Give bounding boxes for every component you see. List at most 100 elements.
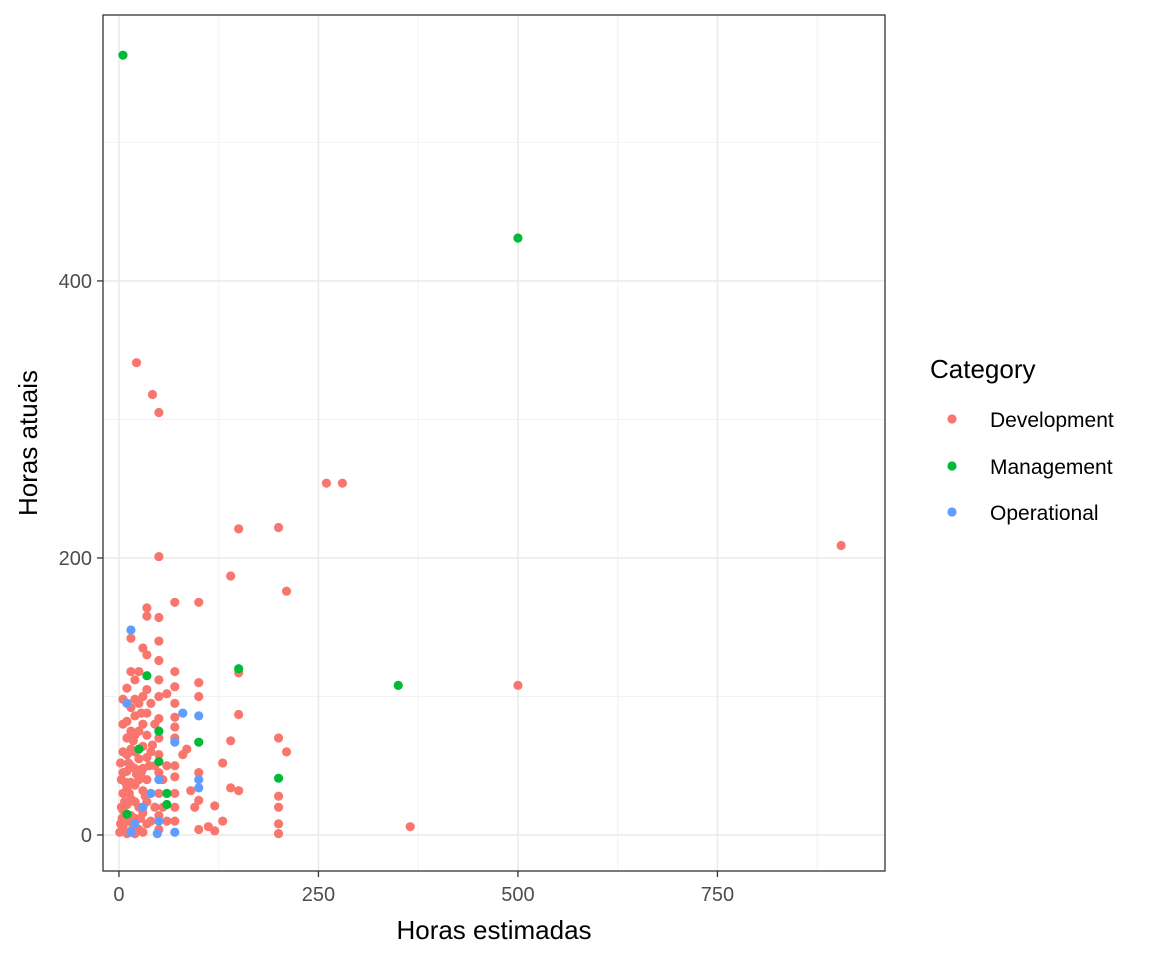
data-point-development-29 (194, 795, 204, 805)
data-point-development-1 (513, 680, 523, 690)
data-point-development-150 (135, 813, 146, 823)
data-point-development-32 (186, 786, 196, 796)
x-tick-label-2: 500 (501, 884, 534, 906)
data-point-development-37 (170, 682, 180, 692)
data-point-development-95 (131, 358, 142, 368)
data-point-development-55 (154, 655, 164, 666)
data-point-development-97 (130, 694, 140, 704)
data-point-development-16 (234, 786, 244, 796)
data-point-operational-13 (122, 698, 132, 709)
data-point-development-21 (218, 816, 228, 826)
data-point-development-62 (154, 788, 164, 799)
data-point-development-5 (281, 586, 292, 596)
data-point-operational-11 (130, 819, 140, 829)
data-point-development-27 (194, 691, 204, 702)
legend: Category Development Management Operationa… (930, 354, 1114, 525)
data-point-development-53 (154, 612, 164, 623)
data-point-development-72 (142, 650, 152, 660)
data-point-development-11 (273, 819, 284, 829)
data-point-development-148 (144, 761, 154, 771)
data-point-management-6 (154, 726, 164, 736)
data-point-development-28 (194, 768, 204, 778)
x-tick-label-3: 750 (701, 884, 734, 906)
data-point-operational-4 (170, 827, 180, 837)
data-point-development-79 (142, 819, 152, 829)
data-point-management-12 (122, 809, 132, 819)
data-point-development-40 (170, 722, 180, 732)
data-point-development-6 (281, 747, 292, 757)
data-point-development-142 (136, 708, 146, 718)
data-point-development-154 (119, 797, 130, 807)
data-point-development-25 (194, 597, 204, 607)
data-point-management-10 (142, 671, 152, 681)
data-point-development-66 (146, 698, 156, 709)
data-point-development-7 (273, 522, 284, 533)
data-point-development-19 (226, 783, 236, 793)
data-point-development-59 (154, 733, 164, 743)
data-point-management-11 (134, 744, 144, 754)
data-point-development-15 (234, 709, 244, 720)
data-point-development-96 (130, 675, 140, 685)
data-point-development-38 (170, 698, 180, 709)
legend-key-management (947, 461, 957, 471)
data-point-management-9 (162, 799, 172, 810)
data-point-development-139 (150, 719, 160, 729)
data-point-development-129 (118, 768, 128, 778)
data-point-development-30 (194, 824, 204, 835)
data-point-development-36 (170, 666, 180, 677)
data-point-management-8 (162, 788, 172, 799)
series-management (118, 50, 523, 819)
data-point-development-156 (115, 758, 126, 768)
data-point-operational-10 (138, 802, 148, 812)
data-point-development-2 (405, 822, 415, 832)
data-point-operational-1 (194, 711, 204, 721)
data-point-development-56 (154, 675, 164, 685)
legend-key-development (947, 414, 957, 424)
data-point-development-75 (142, 730, 152, 740)
legend-title: Category (930, 354, 1036, 384)
data-point-development-9 (273, 791, 284, 801)
data-point-operational-2 (178, 708, 188, 718)
legend-label-management: Management (990, 456, 1113, 479)
x-tick-label-1: 250 (302, 884, 335, 906)
data-point-development-4 (321, 478, 332, 488)
data-point-development-8 (273, 733, 284, 743)
data-point-operational-0 (126, 625, 136, 635)
data-point-development-146 (120, 777, 130, 787)
data-point-development-48 (162, 761, 172, 771)
data-point-development-44 (170, 788, 180, 799)
data-point-development-153 (124, 788, 134, 799)
data-point-development-18 (226, 736, 236, 746)
data-point-development-0 (836, 540, 846, 551)
data-point-development-128 (118, 747, 128, 757)
data-point-operational-12 (126, 827, 136, 837)
data-point-development-151 (131, 769, 142, 779)
data-point-operational-5 (194, 774, 204, 785)
legend-key-operational (947, 507, 957, 517)
data-point-operational-6 (194, 783, 204, 793)
data-point-development-91 (134, 754, 144, 764)
y-tick-label-1: 200 (59, 548, 92, 570)
data-point-development-20 (218, 758, 228, 768)
data-point-operational-9 (146, 788, 156, 799)
legend-label-development: Development (990, 409, 1114, 432)
data-point-development-10 (273, 802, 284, 812)
data-point-development-80 (138, 643, 148, 653)
x-axis-title: Horas estimadas (396, 915, 591, 945)
data-point-development-31 (190, 802, 200, 812)
data-point-development-70 (142, 603, 152, 613)
data-point-operational-3 (170, 737, 180, 747)
data-point-development-71 (142, 611, 152, 621)
data-point-development-13 (234, 524, 244, 534)
data-point-management-5 (194, 737, 204, 747)
data-point-development-127 (118, 719, 128, 729)
plot-border (102, 14, 886, 872)
legend-label-operational: Operational (990, 502, 1099, 525)
data-point-development-106 (126, 633, 136, 643)
data-point-development-77 (142, 774, 152, 785)
plot-panel (103, 15, 885, 871)
data-point-development-137 (150, 802, 160, 812)
data-point-management-2 (393, 680, 403, 690)
data-point-development-136 (115, 827, 125, 837)
